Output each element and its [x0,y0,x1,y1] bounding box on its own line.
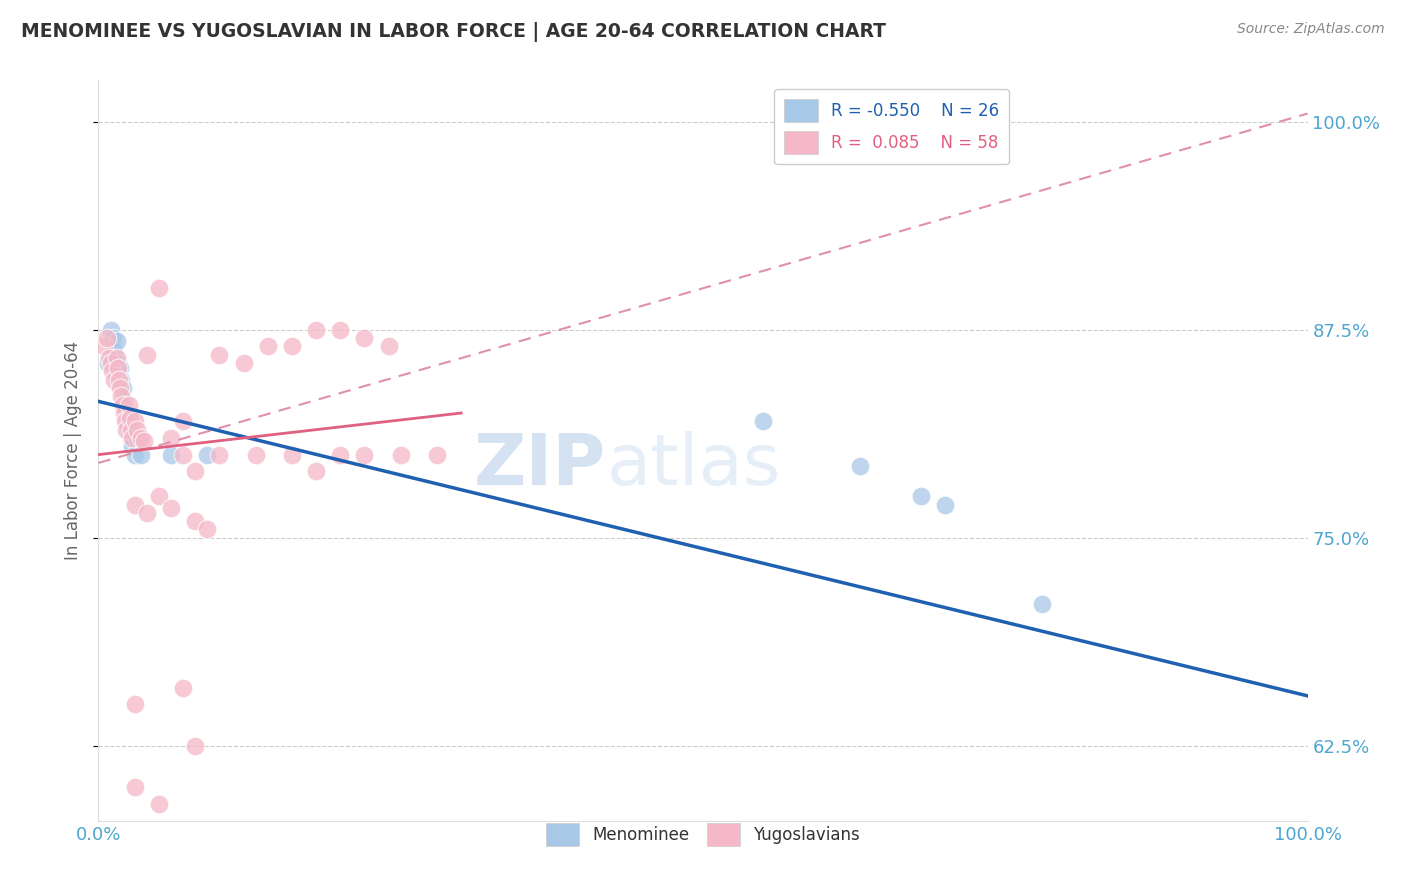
Point [208,348,231,362]
Point [111,398,134,412]
Point [184,464,207,478]
Point [129,431,152,445]
Point [172,448,194,462]
Text: atlas: atlas [606,431,780,500]
Point [245,448,267,462]
Text: Source: ZipAtlas.com: Source: ZipAtlas.com [1237,22,1385,37]
Point [114,401,136,415]
Point [184,514,207,528]
Point [1152,863,1174,878]
Point [208,448,231,462]
Point [148,489,170,503]
Point [118,411,141,425]
Point [93,339,115,353]
Point [127,423,149,437]
Text: ZIP: ZIP [474,431,606,500]
Point [124,498,146,512]
Point [100,356,122,370]
Point [118,423,141,437]
Point [120,423,142,437]
Point [256,339,278,353]
Point [97,356,120,370]
Point [117,414,139,428]
Text: MENOMINEE VS YUGOSLAVIAN IN LABOR FORCE | AGE 20-64 CORRELATION CHART: MENOMINEE VS YUGOSLAVIAN IN LABOR FORCE … [21,22,886,42]
Point [107,356,129,370]
Point [100,364,122,378]
Point [105,334,128,349]
Point [108,361,131,376]
Point [124,697,146,711]
Legend: Menominee, Yugoslavians: Menominee, Yugoslavians [540,816,866,853]
Point [305,464,328,478]
Point [148,797,170,811]
Point [110,373,132,387]
Point [184,739,207,753]
Point [100,323,122,337]
Point [377,339,399,353]
Point [107,361,129,376]
Point [160,431,183,445]
Point [426,448,449,462]
Point [115,423,138,437]
Point [329,323,352,337]
Point [120,431,142,445]
Point [103,344,125,359]
Point [112,394,135,409]
Point [160,500,183,515]
Point [1031,598,1053,612]
Point [934,498,956,512]
Point [127,431,149,445]
Point [849,459,872,474]
Point [135,506,157,520]
Point [118,398,141,412]
Point [232,356,254,370]
Point [195,523,218,537]
Point [172,681,194,695]
Point [124,448,146,462]
Point [389,448,412,462]
Point [172,414,194,428]
Point [134,434,156,449]
Point [329,448,352,462]
Point [305,323,328,337]
Y-axis label: In Labor Force | Age 20-64: In Labor Force | Age 20-64 [65,341,83,560]
Point [752,414,775,428]
Point [135,348,157,362]
Point [111,381,134,395]
Point [160,448,183,462]
Point [281,448,304,462]
Point [108,373,131,387]
Point [110,389,132,403]
Point [148,281,170,295]
Point [96,331,118,345]
Point [124,414,146,428]
Point [103,373,125,387]
Point [353,331,375,345]
Point [98,351,121,365]
Point [281,339,304,353]
Point [108,381,131,395]
Point [353,448,375,462]
Point [112,406,135,420]
Point [121,439,143,453]
Point [105,351,128,365]
Point [129,448,152,462]
Point [121,431,143,445]
Point [101,331,124,345]
Point [124,780,146,795]
Point [195,448,218,462]
Point [114,414,136,428]
Point [910,489,932,503]
